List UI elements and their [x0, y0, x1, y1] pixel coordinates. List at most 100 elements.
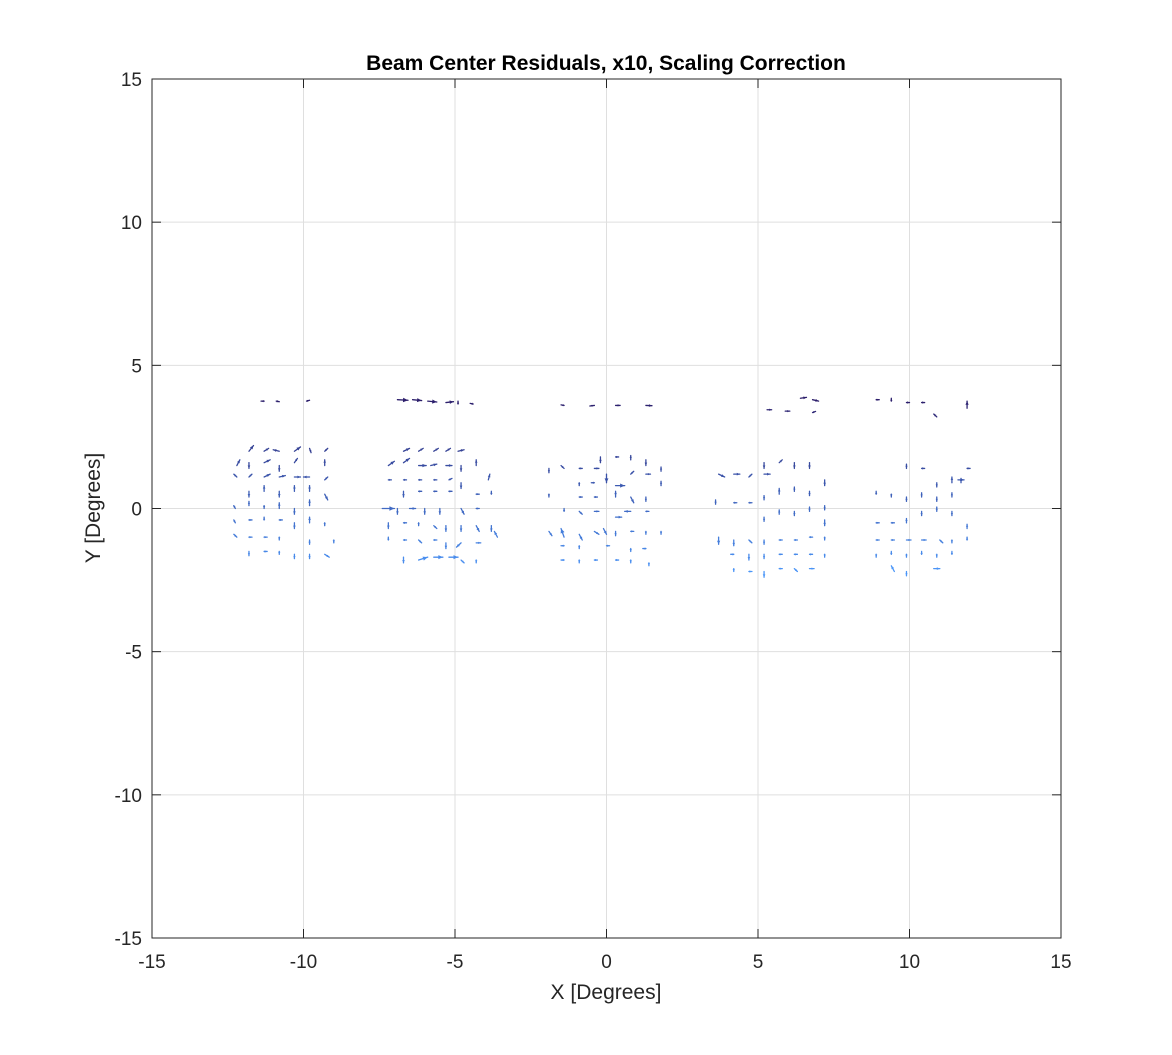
residual-vector	[408, 507, 417, 510]
residual-vector	[455, 542, 462, 548]
residual-vector	[629, 559, 632, 564]
residual-vector	[875, 490, 878, 495]
residual-vector	[808, 553, 814, 556]
residual-vector	[748, 539, 753, 544]
residual-vector	[717, 473, 726, 478]
residual-vector	[823, 504, 826, 511]
residual-vector	[714, 499, 717, 505]
residual-vector	[905, 463, 908, 470]
residual-vector	[823, 519, 826, 527]
residual-vector	[716, 536, 721, 545]
residual-vector	[808, 490, 811, 497]
residual-vector	[965, 400, 969, 409]
residual-vector	[324, 493, 329, 501]
residual-vector	[659, 480, 663, 487]
residual-vector	[799, 396, 808, 400]
residual-vector	[905, 570, 908, 577]
residual-vector	[935, 496, 938, 502]
residual-vector	[324, 447, 329, 452]
residual-vector	[811, 410, 817, 414]
residual-vector	[402, 538, 408, 542]
y-tick-label: -15	[115, 929, 142, 950]
residual-vector	[966, 467, 971, 470]
residual-vector	[548, 530, 553, 537]
residual-vector	[460, 507, 465, 515]
residual-vector	[433, 478, 438, 481]
residual-vector	[402, 447, 411, 452]
residual-vector	[920, 467, 926, 470]
residual-vector	[659, 466, 663, 472]
residual-vector	[475, 525, 480, 533]
residual-vector	[965, 536, 969, 541]
residual-vector	[939, 539, 944, 544]
residual-vector	[247, 490, 251, 498]
residual-vector	[247, 462, 251, 470]
residual-vector	[324, 553, 330, 558]
residual-vector	[417, 556, 429, 561]
residual-vector	[275, 400, 280, 403]
residual-vector	[293, 522, 296, 530]
residual-vector	[890, 397, 893, 402]
residual-vector	[614, 558, 620, 562]
residual-vector	[475, 507, 480, 510]
residual-vector	[457, 449, 465, 452]
residual-vector	[547, 467, 551, 474]
residual-vector	[260, 400, 265, 403]
residual-vector	[659, 530, 663, 535]
x-tick-label: 15	[1050, 952, 1071, 973]
x-tick-label: 10	[899, 952, 920, 973]
residual-vector	[459, 482, 463, 490]
residual-vector	[278, 474, 286, 478]
residual-vector	[444, 525, 448, 533]
residual-vector	[387, 478, 393, 481]
residual-vector	[387, 460, 396, 467]
residual-vector	[248, 536, 253, 539]
residual-vector	[402, 478, 408, 481]
residual-vector	[308, 499, 311, 507]
residual-vector	[614, 515, 623, 519]
residual-vector	[793, 538, 799, 542]
residual-vector	[459, 525, 463, 533]
residual-vector	[614, 490, 617, 498]
residual-vector	[644, 459, 648, 467]
residual-vector	[890, 538, 895, 542]
residual-vector	[445, 464, 453, 467]
residual-vector	[381, 506, 396, 511]
x-tick-label: 0	[601, 952, 612, 973]
residual-vector	[487, 473, 491, 481]
residual-vector	[433, 525, 438, 530]
residual-vector	[262, 484, 266, 492]
residual-vector	[560, 527, 565, 538]
residual-vector	[417, 539, 423, 544]
residual-vector	[777, 487, 781, 495]
residual-vector	[560, 404, 565, 407]
residual-vector	[778, 538, 783, 542]
residual-vector	[644, 496, 648, 502]
residual-vector	[732, 567, 735, 573]
residual-vector	[614, 404, 621, 407]
residual-vector	[547, 493, 551, 498]
residual-vector	[233, 519, 236, 524]
residual-vector	[762, 570, 766, 578]
residual-vector	[629, 547, 632, 553]
residual-vector	[905, 496, 908, 502]
residual-vector	[647, 562, 651, 567]
residual-vector	[460, 559, 465, 564]
residual-vector	[445, 400, 455, 404]
residual-vector	[402, 457, 411, 464]
axis-ticks: -15 -10 -5 0 5 10 15 -15 -10 -5 0 5 10 15	[115, 70, 1072, 973]
residual-vector	[933, 567, 941, 570]
residual-vector	[475, 493, 480, 496]
residual-vector	[793, 510, 796, 517]
residual-vector	[475, 559, 478, 564]
residual-vector	[562, 507, 566, 513]
residual-vector	[293, 484, 296, 492]
residual-vector	[578, 482, 581, 487]
residual-vector	[604, 473, 609, 484]
residual-vector	[396, 507, 399, 515]
y-tick-label: -5	[125, 643, 142, 664]
residual-vector	[277, 502, 281, 510]
residual-vector	[890, 521, 895, 524]
residual-vector	[272, 449, 280, 452]
residual-vector	[920, 510, 923, 517]
